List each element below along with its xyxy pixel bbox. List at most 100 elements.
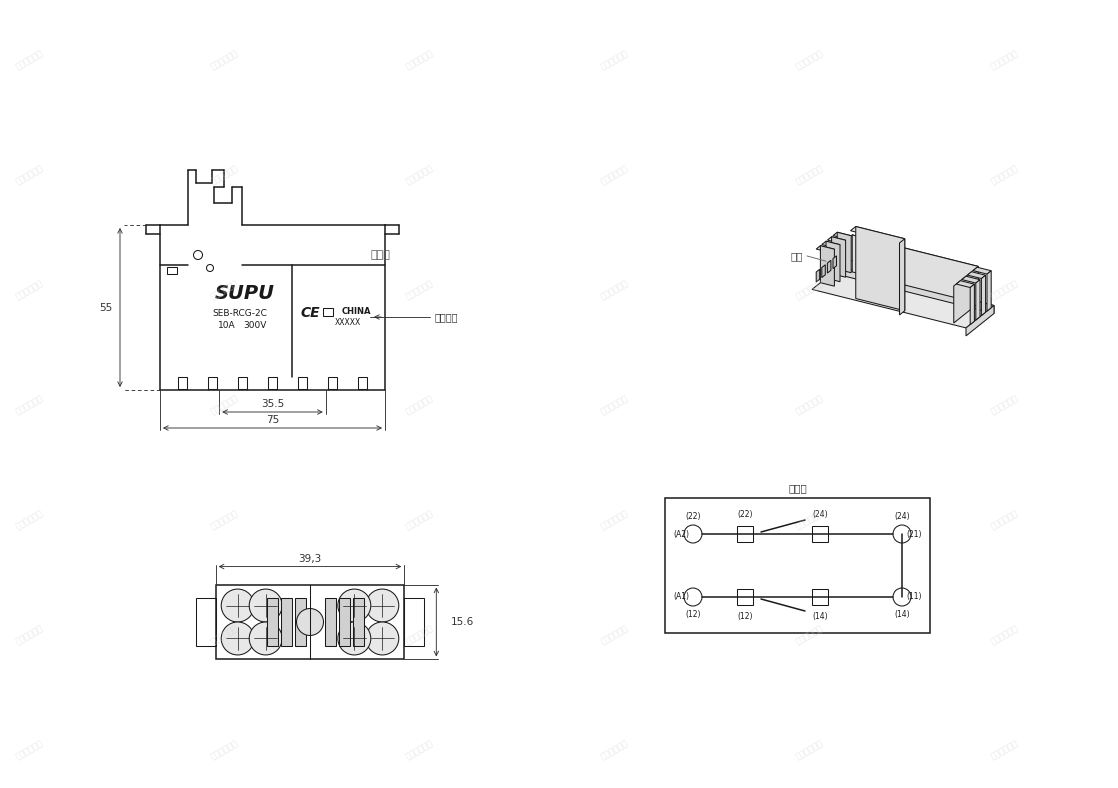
Polygon shape [816,269,819,282]
Text: 仅供内部使用: 仅供内部使用 [15,738,45,761]
Text: (22): (22) [685,512,701,522]
Text: 仅供内部使用: 仅供内部使用 [210,164,240,187]
Circle shape [366,622,399,655]
Text: 仅供内部使用: 仅供内部使用 [795,393,825,416]
Text: (12): (12) [685,609,701,619]
Text: 75: 75 [266,415,280,425]
Bar [339,598,350,646]
Text: SUPU: SUPU [215,284,275,303]
Text: 仅供内部使用: 仅供内部使用 [599,508,631,531]
Polygon shape [961,277,980,283]
Text: (12): (12) [737,612,752,622]
Bar [295,598,305,646]
Text: 仅供内部使用: 仅供内部使用 [989,738,1021,761]
Polygon shape [976,280,980,320]
Text: 仅供内部使用: 仅供内部使用 [210,49,240,72]
Polygon shape [851,226,904,243]
Text: 仅供内部使用: 仅供内部使用 [795,738,825,761]
Text: 仅供内部使用: 仅供内部使用 [210,623,240,646]
Polygon shape [822,265,825,277]
Text: 仅供内部使用: 仅供内部使用 [599,279,631,301]
Text: 仅供内部使用: 仅供内部使用 [15,508,45,531]
Text: SEB-RCG-2C: SEB-RCG-2C [212,308,267,318]
Text: (24): (24) [812,510,827,519]
Text: XXXXX: XXXXX [335,318,361,326]
Text: 仅供内部使用: 仅供内部使用 [795,279,825,301]
Text: 仅供内部使用: 仅供内部使用 [15,49,45,72]
Circle shape [221,589,254,622]
Bar [216,585,405,660]
Text: (A2): (A2) [673,530,689,538]
Text: 仅供内部使用: 仅供内部使用 [405,623,435,646]
Polygon shape [966,306,994,336]
Polygon shape [973,267,992,274]
Circle shape [249,589,282,622]
Circle shape [338,589,371,622]
Polygon shape [832,236,845,277]
Polygon shape [827,235,978,286]
Text: 仅供内部使用: 仅供内部使用 [405,279,435,301]
Bar [299,377,307,389]
Circle shape [249,622,282,655]
Polygon shape [822,241,840,248]
Polygon shape [900,239,904,315]
Polygon shape [833,232,851,239]
Text: 仅供内部使用: 仅供内部使用 [599,623,631,646]
Text: 仅供内部使用: 仅供内部使用 [599,738,631,761]
Text: (11): (11) [907,593,922,601]
Text: 仅供内部使用: 仅供内部使用 [989,508,1021,531]
Text: 仅供内部使用: 仅供内部使用 [210,508,240,531]
Text: (24): (24) [894,512,910,522]
Text: CE: CE [301,306,320,320]
Text: 仅供内部使用: 仅供内部使用 [15,279,45,301]
Text: 仅供内部使用: 仅供内部使用 [989,279,1021,301]
Polygon shape [852,235,978,303]
Text: 仅供内部使用: 仅供内部使用 [405,164,435,187]
Polygon shape [840,267,994,314]
Polygon shape [827,236,845,243]
Bar [266,598,277,646]
Text: 仅供内部使用: 仅供内部使用 [405,508,435,531]
Polygon shape [821,246,834,286]
Bar [358,377,367,389]
Text: (22): (22) [737,510,752,519]
Bar [281,598,292,646]
Bar [325,598,337,646]
Text: 仅供内部使用: 仅供内部使用 [795,164,825,187]
Bar [167,267,177,274]
Polygon shape [982,275,986,315]
Polygon shape [826,241,840,281]
Text: 接线图: 接线图 [788,483,807,493]
Text: 15.6: 15.6 [451,617,474,627]
Circle shape [296,608,323,635]
Polygon shape [956,281,975,288]
Bar [178,377,187,389]
Circle shape [338,622,371,655]
Bar [665,498,930,633]
Text: 仅供内部使用: 仅供内部使用 [405,738,435,761]
Bar [268,377,277,389]
Text: 300V: 300V [244,321,267,329]
Text: 仅供内部使用: 仅供内部使用 [989,164,1021,187]
Text: 35.5: 35.5 [260,399,284,409]
Polygon shape [970,284,975,325]
Text: 仅供内部使用: 仅供内部使用 [795,623,825,646]
Text: 仅供内部使用: 仅供内部使用 [599,164,631,187]
Text: (A1): (A1) [673,593,689,601]
Circle shape [366,589,399,622]
Polygon shape [855,226,904,310]
Polygon shape [954,266,978,323]
Polygon shape [837,232,851,273]
Text: 仅供内部使用: 仅供内部使用 [795,508,825,531]
Bar [208,377,217,389]
Text: 仅供内部使用: 仅供内部使用 [989,393,1021,416]
Text: 仅供内部使用: 仅供内部使用 [405,393,435,416]
Text: 仅供内部使用: 仅供内部使用 [210,738,240,761]
Text: CHINA: CHINA [342,307,371,315]
Text: 仅供内部使用: 仅供内部使用 [15,393,45,416]
Bar [812,589,828,605]
Text: 10A: 10A [218,321,236,329]
Polygon shape [987,271,992,311]
Text: 外形图: 外形图 [370,250,390,260]
Text: (14): (14) [812,612,827,622]
